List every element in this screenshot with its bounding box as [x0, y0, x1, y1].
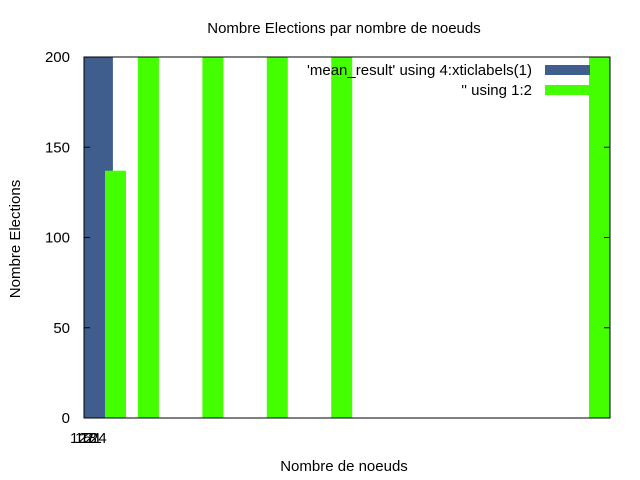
x-tick-label-24: 24	[90, 430, 107, 447]
chart-title: Nombre Elections par nombre de noeuds	[207, 20, 481, 37]
bars-group	[84, 57, 610, 418]
x-tick-label-12: 12	[70, 430, 87, 447]
legend-label-2: '' using 1:2	[461, 82, 532, 99]
y-axis-label: Nombre Elections	[7, 180, 24, 298]
x-tick-label-15: 15	[75, 430, 92, 447]
legend-label-1: 'mean_result' using 4:xticlabels(1)	[307, 62, 532, 79]
y-tick-label-100: 100	[45, 230, 70, 247]
bar-s2-2	[137, 57, 159, 418]
bar-s2-5	[331, 57, 353, 418]
x-axis-label: Nombre de noeuds	[280, 458, 408, 475]
bar-s2-4	[266, 57, 288, 418]
legend: 'mean_result' using 4:xticlabels(1) '' us…	[307, 62, 590, 99]
y-tick-label-150: 150	[45, 139, 70, 156]
y-tick-label-0: 0	[62, 410, 70, 427]
legend-swatch-1	[545, 65, 590, 75]
y-tick-label-50: 50	[53, 320, 70, 337]
x-tick-label-21: 21	[85, 430, 102, 447]
bar-s2-1	[105, 170, 126, 418]
bar-s2-3	[202, 57, 224, 418]
x-tick-label-18: 18	[80, 430, 97, 447]
legend-swatch-2	[545, 85, 590, 95]
y-tick-label-200: 200	[45, 49, 70, 66]
